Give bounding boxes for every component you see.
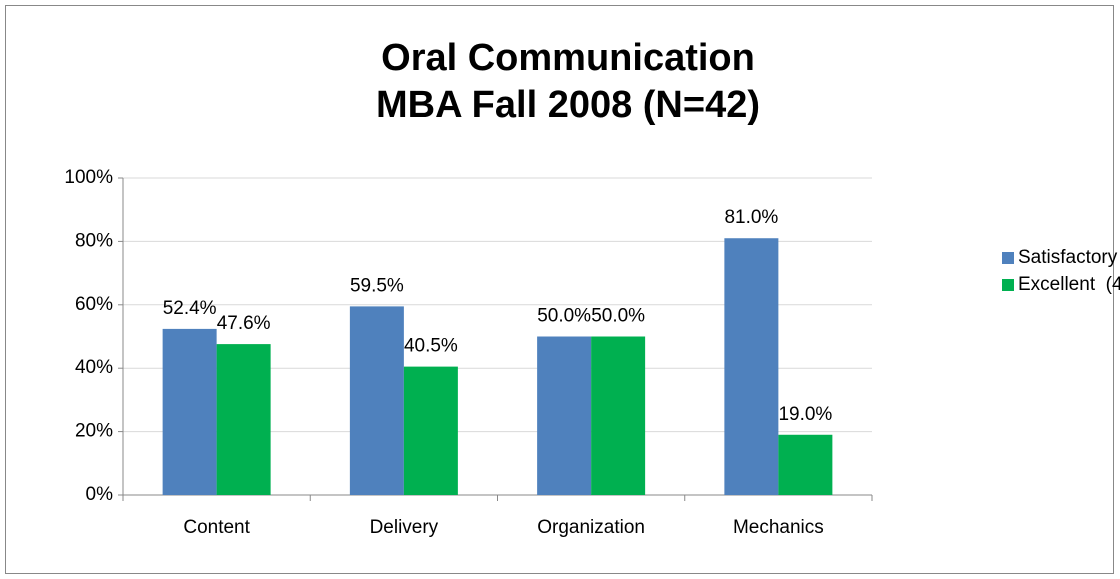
x-tick-label: Content xyxy=(183,517,250,538)
y-tick-label: 100% xyxy=(64,167,113,188)
bar xyxy=(349,306,404,495)
value-label: 59.5% xyxy=(350,275,404,296)
value-label: 50.0% xyxy=(591,306,645,327)
y-tick-label: 0% xyxy=(86,484,114,505)
bar xyxy=(162,328,217,495)
bar xyxy=(403,366,458,495)
bar xyxy=(591,336,646,495)
value-label: 19.0% xyxy=(778,404,832,425)
value-label: 81.0% xyxy=(724,207,778,228)
chart-subtitle: MBA Fall 2008 (N=42) xyxy=(376,84,760,126)
legend-swatch xyxy=(1002,279,1014,291)
value-label: 47.6% xyxy=(217,313,271,334)
bar xyxy=(537,336,592,495)
y-tick-label: 60% xyxy=(75,294,113,315)
y-tick-label: 80% xyxy=(75,230,113,251)
legend-label: Satisfactory (2) xyxy=(1018,247,1120,268)
chart-title: Oral Communication xyxy=(381,37,755,79)
bar xyxy=(778,434,833,495)
bar xyxy=(724,238,779,496)
x-tick-label: Organization xyxy=(537,517,645,538)
legend-label: Excellent (4) xyxy=(1018,274,1120,295)
value-label: 52.4% xyxy=(163,298,217,319)
bar xyxy=(216,344,271,495)
legend-swatch xyxy=(1002,252,1014,264)
value-label: 40.5% xyxy=(404,336,458,357)
x-tick-label: Mechanics xyxy=(733,517,824,538)
y-tick-label: 40% xyxy=(75,357,113,378)
y-tick-label: 20% xyxy=(75,421,113,442)
x-tick-label: Delivery xyxy=(370,517,439,538)
value-label: 50.0% xyxy=(537,306,591,327)
